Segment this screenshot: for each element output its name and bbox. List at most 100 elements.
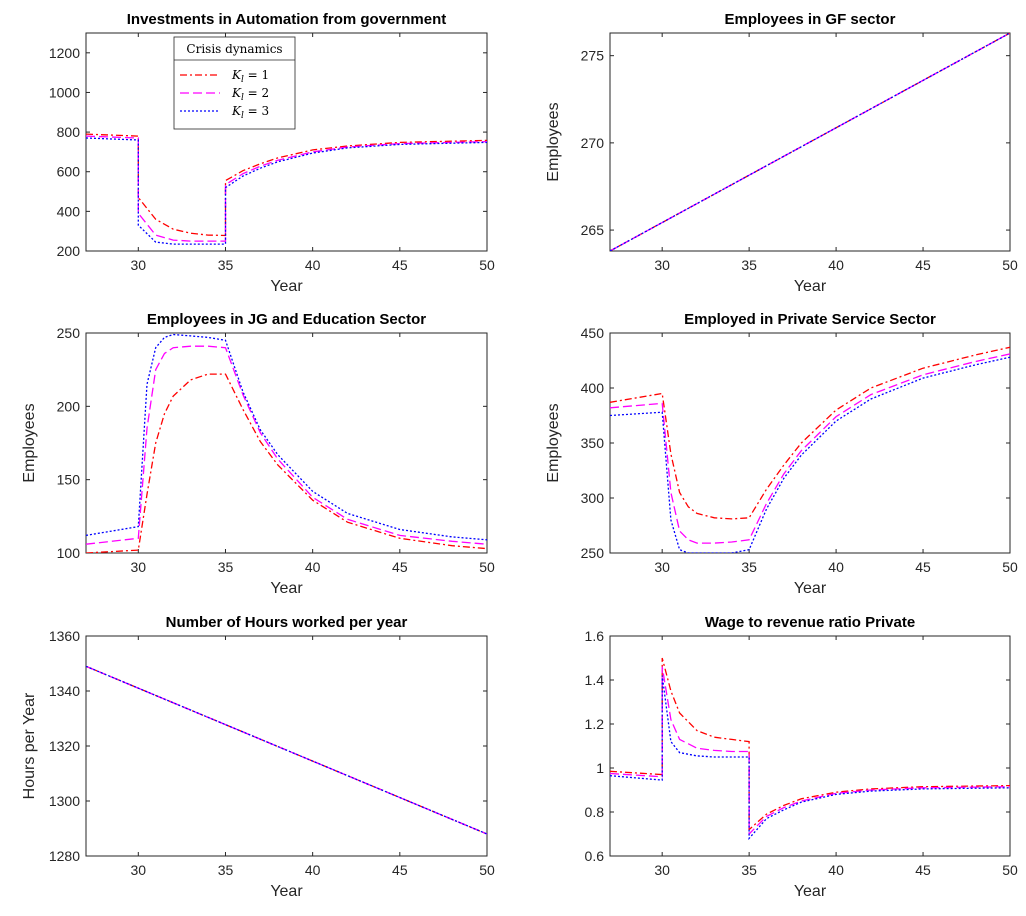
x-tick-label: 35 [218, 559, 234, 575]
legend: Crisis dynamics Kl = 1Kl = 2Kl = 3 [173, 36, 296, 130]
x-tick-label: 40 [305, 862, 321, 878]
y-tick-label: 150 [57, 472, 81, 488]
series-group [86, 665, 487, 835]
x-tick-label: 45 [915, 862, 931, 878]
y-tick-label: 350 [581, 435, 605, 451]
subplot-2: 30 35 40 45 50 265 270 275 Employees in GF secto… [545, 11, 1018, 295]
legend-entry-1: Kl = 1 [231, 68, 269, 85]
chart-title: Employees in GF sector [725, 11, 896, 28]
subplot-1: 30 35 40 45 50 200 400 600 800 1000 1200 Investment… [49, 11, 495, 295]
x-axis-label: Year [270, 278, 303, 295]
y-tick-label: 1000 [49, 84, 80, 100]
series-line-2 [610, 33, 1010, 251]
x-tick-label: 45 [915, 257, 931, 273]
series-line-2 [86, 345, 487, 545]
y-tick-label: 0.6 [585, 848, 605, 864]
x-tick-label: 50 [479, 559, 495, 575]
y-tick-label: 400 [581, 380, 605, 396]
y-tick-label: 100 [57, 545, 81, 561]
x-tick-label: 35 [741, 862, 757, 878]
chart-title: Wage to revenue ratio Private [705, 614, 915, 631]
y-tick-label: 0.8 [585, 804, 605, 820]
x-tick-label: 40 [828, 862, 844, 878]
y-tick-label: 275 [581, 48, 605, 64]
y-axis-label: Hours per Year [21, 692, 38, 799]
y-tick-label: 265 [581, 222, 605, 238]
y-tick-label: 1360 [49, 628, 80, 644]
y-tick-label: 1.2 [585, 716, 605, 732]
legend-box [173, 36, 296, 130]
x-axis-label: Year [270, 883, 303, 900]
chart-title: Employees in JG and Education Sector [147, 311, 426, 328]
x-tick-label: 35 [741, 257, 757, 273]
y-tick-label: 1200 [49, 45, 80, 61]
x-tick-label: 45 [392, 559, 408, 575]
subplot-5: 30 35 40 45 50 1280 1300 1320 1340 1360 Number of … [21, 614, 495, 900]
y-tick-label: 250 [581, 545, 605, 561]
y-tick-label: 200 [57, 398, 81, 414]
x-tick-label: 40 [828, 559, 844, 575]
axes-box [85, 332, 488, 554]
x-tick-label: 30 [654, 257, 670, 273]
y-tick-label: 1 [596, 760, 604, 776]
series-line-3 [86, 665, 487, 835]
chart-title: Employed in Private Service Sector [684, 311, 936, 328]
y-tick-label: 200 [57, 243, 81, 259]
x-tick-label: 30 [131, 862, 147, 878]
x-tick-label: 30 [131, 257, 147, 273]
series-line-1 [86, 133, 487, 237]
x-axis-label: Year [794, 278, 827, 295]
x-tick-label: 50 [479, 862, 495, 878]
axes-box [85, 635, 488, 857]
series-group [86, 333, 487, 553]
series-line-3 [86, 137, 487, 245]
legend-entry-3: Kl = 3 [231, 104, 269, 121]
x-tick-label: 50 [1002, 559, 1018, 575]
subplot-3: 30 35 40 45 50 100 150 200 250 Employees in JG an… [21, 311, 495, 597]
x-tick-label: 40 [305, 559, 321, 575]
subplot-4: 30 35 40 45 50 250 300 350 400 450 Employed in Pri… [545, 311, 1018, 597]
x-axis-label: Year [270, 580, 303, 597]
chart-title: Investments in Automation from governmen… [127, 11, 446, 28]
series-group [86, 133, 487, 245]
y-tick-label: 1340 [49, 683, 80, 699]
subplot-6: 30 35 40 45 50 0.6 0.8 1 1.2 1.4 1.6 Wage to revenu… [585, 614, 1018, 900]
x-tick-label: 30 [654, 862, 670, 878]
series-line-2 [86, 135, 487, 242]
x-tick-label: 50 [1002, 862, 1018, 878]
x-axis-label: Year [794, 883, 827, 900]
y-axis-label: Employees [21, 403, 38, 482]
y-tick-label: 250 [57, 325, 81, 341]
x-tick-label: 45 [915, 559, 931, 575]
x-tick-label: 45 [392, 862, 408, 878]
y-axis-label: Employees [545, 403, 562, 482]
axes-box [609, 635, 1011, 857]
x-tick-label: 45 [392, 257, 408, 273]
y-tick-label: 1300 [49, 793, 80, 809]
series-group [610, 33, 1010, 251]
chart-title: Number of Hours worked per year [166, 614, 408, 631]
y-tick-label: 1320 [49, 738, 80, 754]
y-tick-label: 450 [581, 325, 605, 341]
x-tick-label: 40 [828, 257, 844, 273]
y-tick-label: 1.4 [585, 672, 605, 688]
series-line-3 [86, 333, 487, 541]
y-axis-label: Employees [545, 102, 562, 181]
series-group [610, 346, 1010, 553]
legend-title: Crisis dynamics [186, 42, 282, 56]
y-tick-label: 300 [581, 490, 605, 506]
x-tick-label: 35 [218, 862, 234, 878]
series-line-2 [610, 666, 1010, 836]
y-tick-label: 1280 [49, 848, 80, 864]
series-line-1 [610, 657, 1010, 832]
x-tick-label: 30 [131, 559, 147, 575]
x-axis-label: Year [794, 580, 827, 597]
series-line-3 [610, 356, 1010, 553]
y-tick-label: 400 [57, 203, 81, 219]
series-line-3 [610, 675, 1010, 841]
series-line-1 [86, 373, 487, 553]
x-tick-label: 35 [741, 559, 757, 575]
series-line-2 [610, 353, 1010, 544]
y-tick-label: 270 [581, 135, 605, 151]
series-group [610, 657, 1010, 841]
